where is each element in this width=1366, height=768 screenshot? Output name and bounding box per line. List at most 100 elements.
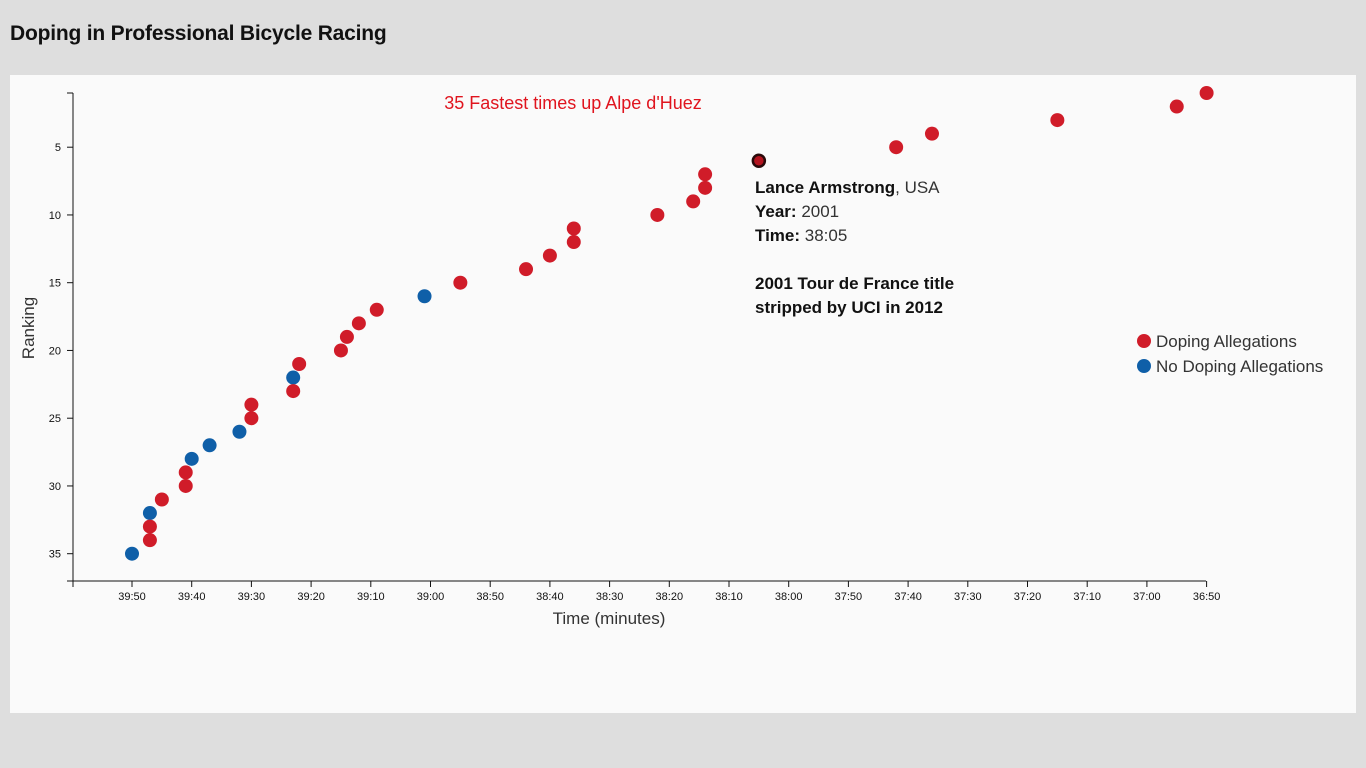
data-points	[125, 86, 1214, 561]
data-point-rank-14[interactable]	[519, 262, 534, 277]
data-point-rank-13[interactable]	[542, 248, 557, 263]
data-point-rank-17[interactable]	[369, 302, 384, 317]
x-tick-label: 38:00	[775, 591, 803, 603]
scatter-chart: 35 Fastest times up Alpe d'Huez 5 10 15 20 2…	[19, 86, 1323, 628]
chart-title: 35 Fastest times up Alpe d'Huez	[444, 93, 702, 113]
y-tick-label: 10	[49, 210, 61, 222]
x-tick-label: 39:30	[238, 591, 266, 603]
svg-text:Lance Armstrong, USA: Lance Armstrong, USA	[755, 178, 940, 197]
data-point-rank-31[interactable]	[154, 492, 169, 507]
data-point-rank-10[interactable]	[650, 207, 665, 222]
data-point-rank-16[interactable]	[417, 289, 432, 304]
tooltip: Lance Armstrong, USA Year: 2001 Time: 38…	[755, 178, 954, 317]
y-tick: 35	[49, 549, 73, 561]
y-tick-label: 5	[55, 142, 61, 154]
data-point-rank-26[interactable]	[232, 424, 247, 439]
x-tick-label: 38:20	[656, 591, 684, 603]
data-point-rank-24[interactable]	[244, 397, 259, 412]
x-tick-label: 39:20	[297, 591, 325, 603]
x-tick-label: 38:30	[596, 591, 624, 603]
data-point-rank-25[interactable]	[244, 411, 259, 426]
data-point-rank-22[interactable]	[286, 370, 301, 385]
data-point-rank-3[interactable]	[1050, 113, 1065, 128]
x-tick: 39:40	[178, 581, 205, 603]
legend: Doping Allegations No Doping Allegations	[1137, 332, 1323, 376]
data-point-rank-7[interactable]	[698, 167, 713, 182]
chart-panel: 35 Fastest times up Alpe d'Huez 5 10 15 20 2…	[10, 75, 1356, 713]
legend-label-clean: No Doping Allegations	[1156, 357, 1323, 376]
x-tick: 37:10	[1073, 581, 1101, 603]
y-tick-label: 30	[49, 481, 61, 493]
x-tick: 39:30	[238, 581, 266, 603]
y-tick: 15	[49, 278, 73, 290]
data-point-rank-30[interactable]	[178, 478, 193, 493]
y-axis-label: Ranking	[19, 297, 38, 359]
x-tick: 38:40	[536, 581, 564, 603]
data-point-rank-1[interactable]	[1199, 86, 1214, 100]
x-axis: 39:50 39:40 39:30 39:20 39:10 39:00 38:50 38:40…	[72, 580, 1221, 603]
data-point-rank-23[interactable]	[286, 384, 301, 399]
data-point-rank-4[interactable]	[924, 126, 939, 141]
data-point-rank-19[interactable]	[339, 329, 354, 344]
x-tick: 37:00	[1133, 581, 1161, 603]
legend-label-doping: Doping Allegations	[1156, 332, 1297, 351]
data-point-rank-11[interactable]	[566, 221, 581, 236]
x-tick-label: 36:50	[1193, 591, 1221, 603]
x-tick-label: 39:00	[417, 591, 445, 603]
tooltip-time: 38:05	[800, 226, 847, 245]
data-point-rank-8[interactable]	[698, 180, 713, 195]
x-axis-label: Time (minutes)	[553, 609, 666, 628]
x-tick-label: 37:10	[1073, 591, 1101, 603]
y-tick: 5	[55, 142, 73, 154]
x-tick: 38:10	[715, 581, 743, 603]
data-point-rank-18[interactable]	[351, 316, 366, 331]
data-point-rank-33[interactable]	[142, 519, 157, 534]
x-tick-label: 37:50	[835, 591, 863, 603]
y-tick: 20	[49, 345, 73, 357]
page-title: Doping in Professional Bicycle Racing	[10, 22, 387, 45]
data-point-rank-15[interactable]	[453, 275, 468, 290]
data-point-rank-5[interactable]	[889, 140, 904, 155]
x-tick-label: 38:40	[536, 591, 564, 603]
y-tick-label: 35	[49, 549, 61, 561]
tooltip-year: 2001	[797, 202, 840, 221]
data-point-rank-29[interactable]	[178, 465, 193, 480]
data-point-rank-21[interactable]	[292, 357, 307, 371]
x-tick: 37:20	[1014, 581, 1041, 603]
y-tick: 25	[49, 413, 73, 425]
data-point-rank-28[interactable]	[184, 451, 199, 466]
legend-swatch-clean	[1137, 359, 1151, 373]
x-tick: 39:20	[297, 581, 325, 603]
y-axis: 5 10 15 20 25 30 35	[49, 92, 74, 582]
x-tick: 38:00	[775, 581, 803, 603]
x-tick: 38:50	[476, 581, 504, 603]
legend-swatch-doping	[1137, 334, 1151, 348]
data-point-rank-2[interactable]	[1169, 99, 1184, 114]
svg-text:Time: 38:05: Time: 38:05	[755, 226, 847, 245]
x-tick-label: 38:50	[476, 591, 504, 603]
x-tick-label: 39:10	[357, 591, 385, 603]
y-tick-label: 25	[49, 413, 61, 425]
tooltip-note-line1: 2001 Tour de France title	[755, 274, 954, 293]
data-point-rank-20[interactable]	[333, 343, 348, 358]
tooltip-name: Lance Armstrong	[755, 178, 895, 197]
data-point-rank-32[interactable]	[142, 506, 157, 521]
tooltip-time-label: Time:	[755, 226, 800, 245]
y-tick: 30	[49, 481, 73, 493]
x-tick-label: 37:00	[1133, 591, 1161, 603]
data-point-rank-6[interactable]	[751, 153, 767, 168]
tooltip-note-line2: stripped by UCI in 2012	[755, 298, 943, 317]
data-point-rank-12[interactable]	[566, 235, 581, 250]
x-tick: 36:50	[1193, 581, 1221, 603]
x-tick: 39:50	[118, 581, 146, 603]
x-tick-label: 38:10	[715, 591, 743, 603]
x-tick: 38:30	[596, 581, 624, 603]
x-tick-label: 39:50	[118, 591, 146, 603]
data-point-rank-35[interactable]	[125, 546, 139, 561]
data-point-rank-27[interactable]	[202, 438, 217, 453]
x-tick: 37:30	[954, 581, 982, 603]
tooltip-nationality: , USA	[895, 178, 940, 197]
data-point-rank-9[interactable]	[686, 194, 701, 209]
y-tick-label: 15	[49, 278, 61, 290]
data-point-rank-34[interactable]	[142, 533, 157, 548]
